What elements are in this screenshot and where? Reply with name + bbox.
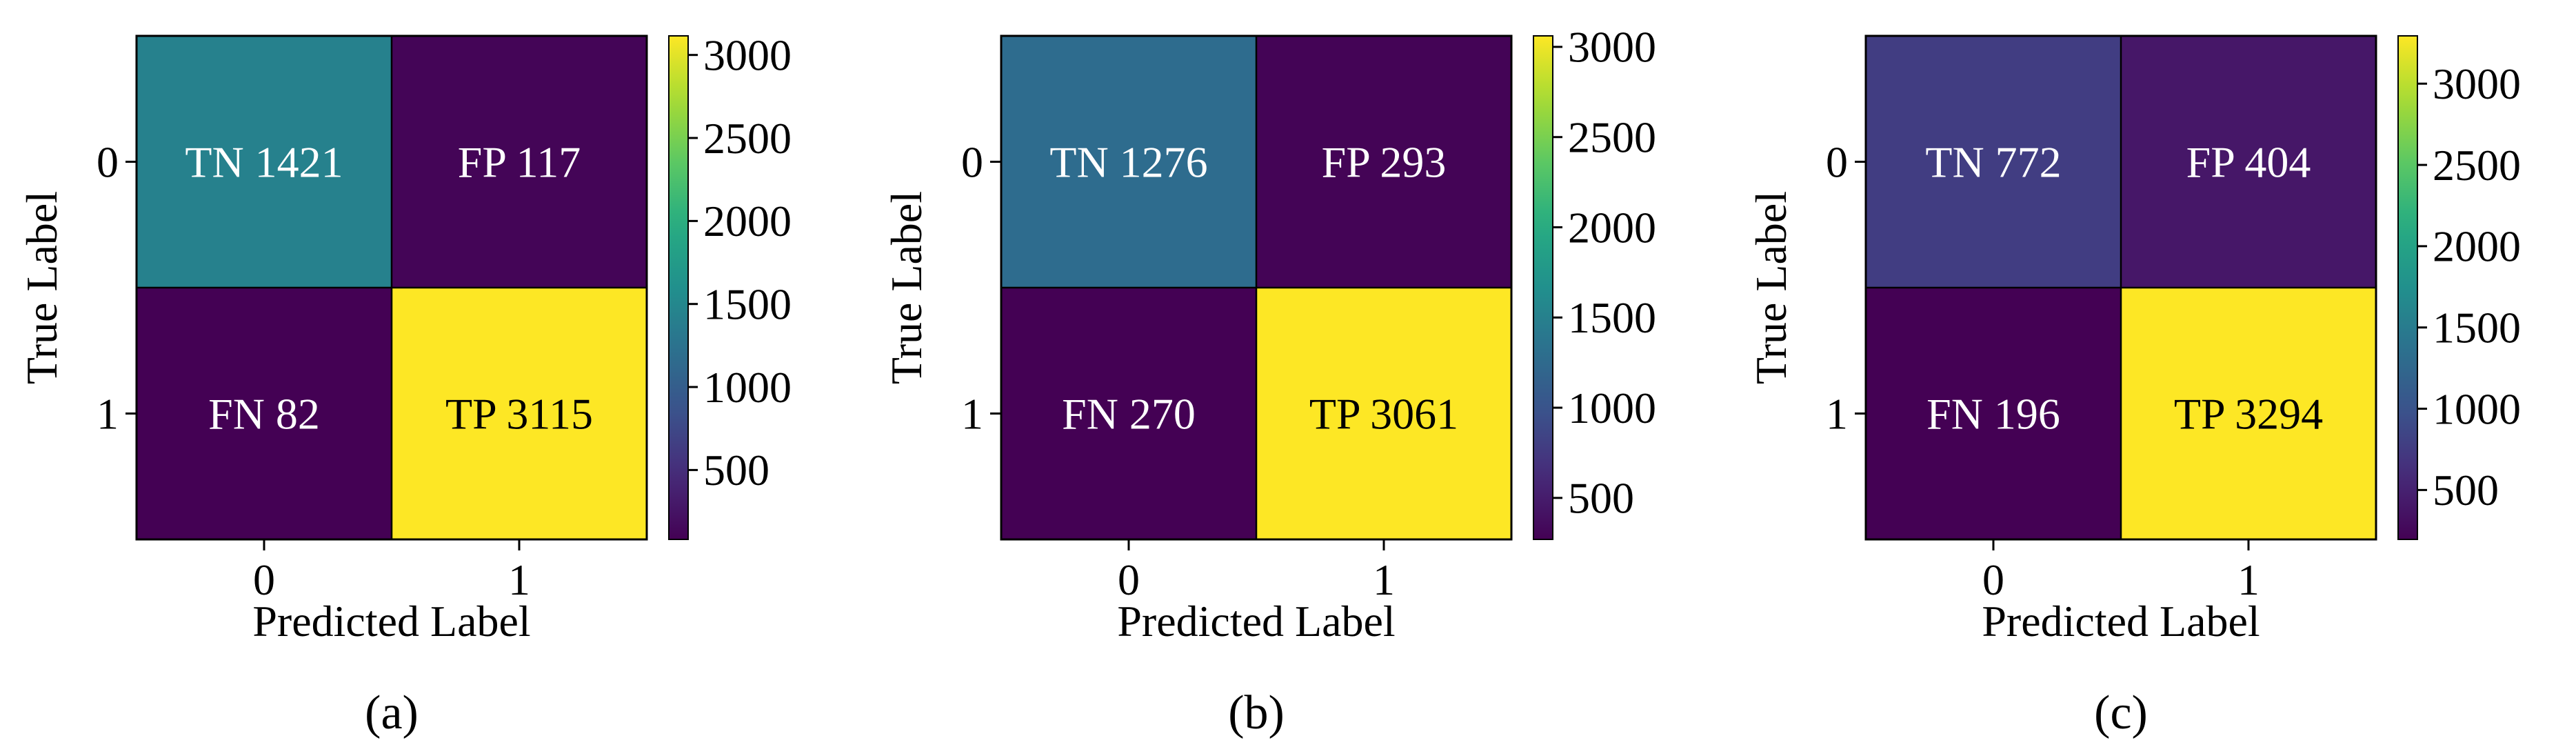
cell-label: FN 196	[1926, 389, 2060, 438]
y-tick-label: 1	[961, 389, 983, 438]
cell-label: FN 82	[208, 389, 320, 438]
colorbar-tick-label: 2500	[1568, 112, 1656, 161]
matrix-cell	[392, 36, 647, 288]
colorbar	[1533, 35, 1553, 540]
panel-label: (c)	[2094, 686, 2148, 739]
y-tick-label: 1	[1826, 389, 1848, 438]
colorbar-tick-label: 2500	[2433, 141, 2521, 190]
panel-label: (a)	[365, 686, 419, 739]
colorbar-tick-label: 1500	[2433, 303, 2521, 352]
colorbar-tick-label: 1500	[703, 279, 792, 328]
matrix-cell	[1866, 36, 2121, 288]
matrix-cell	[1256, 288, 1511, 539]
x-axis-label: Predicted Label	[1117, 597, 1395, 646]
cell-label: TP 3294	[2174, 389, 2323, 438]
colorbar-tick-label: 1500	[1568, 293, 1656, 342]
matrix-cell	[137, 288, 392, 539]
colorbar-tick-label: 1000	[1568, 384, 1656, 432]
y-axis-label: True Label	[17, 191, 66, 384]
matrix-cell	[1866, 288, 2121, 539]
colorbar-tick-label: 2000	[1568, 203, 1656, 252]
colorbar-tick-label: 2000	[703, 197, 792, 246]
y-tick-label: 0	[97, 137, 119, 186]
x-tick-label: 1	[1373, 555, 1395, 604]
cell-label: FP 117	[458, 137, 581, 186]
colorbar-tick-label: 3000	[1568, 23, 1656, 72]
x-tick-label: 0	[253, 555, 275, 604]
colorbar-tick-label: 3000	[2433, 59, 2521, 108]
matrix-cell	[2121, 36, 2376, 288]
colorbar-tick-label: 500	[703, 446, 769, 495]
colorbar	[668, 35, 689, 540]
y-tick-label: 0	[1826, 137, 1848, 186]
colorbar-tick-label: 2500	[703, 114, 792, 163]
colorbar-tick-label: 1000	[703, 363, 792, 412]
colorbar-tick-label: 3000	[703, 30, 792, 79]
cell-label: FP 293	[1322, 137, 1447, 186]
x-tick-label: 1	[508, 555, 530, 604]
x-tick-label: 1	[2237, 555, 2260, 604]
cell-label: FN 270	[1062, 389, 1196, 438]
cell-label: FP 404	[2186, 137, 2311, 186]
y-tick-label: 1	[97, 389, 119, 438]
x-axis-label: Predicted Label	[1982, 597, 2260, 646]
x-axis-label: Predicted Label	[252, 597, 530, 646]
matrix-cell	[2121, 288, 2376, 539]
y-axis-label: True Label	[882, 191, 931, 384]
cell-label: TP 3115	[445, 389, 593, 438]
x-tick-label: 0	[1118, 555, 1140, 604]
y-tick-label: 0	[961, 137, 983, 186]
y-axis-label: True Label	[1747, 191, 1795, 384]
colorbar-tick-label: 2000	[2433, 222, 2521, 271]
matrix-cell	[137, 36, 392, 288]
matrix-cell	[1001, 288, 1256, 539]
cell-label: TN 1276	[1049, 137, 1207, 186]
colorbar	[2397, 35, 2418, 540]
matrix-cell	[392, 288, 647, 539]
matrix-cell	[1001, 36, 1256, 288]
panel-label: (b)	[1228, 686, 1285, 739]
cell-label: TN 772	[1925, 137, 2061, 186]
x-tick-label: 0	[1982, 555, 2004, 604]
cell-label: TN 1421	[185, 137, 343, 186]
matrix-cell	[1256, 36, 1511, 288]
colorbar-tick-label: 500	[2433, 466, 2499, 515]
colorbar-tick-label: 1000	[2433, 384, 2521, 433]
cell-label: TP 3061	[1309, 389, 1458, 438]
colorbar-tick-label: 500	[1568, 474, 1634, 523]
